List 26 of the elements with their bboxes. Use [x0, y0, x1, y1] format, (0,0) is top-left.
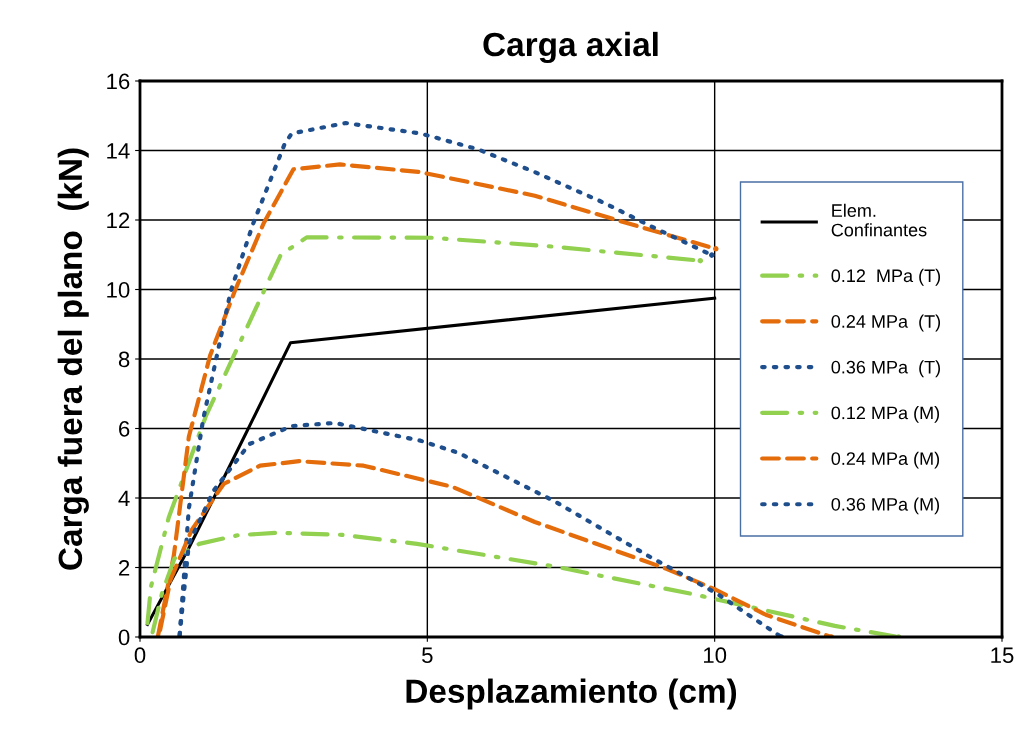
point [697, 257, 704, 264]
y-tick-label: 2 [119, 560, 130, 576]
y-tick-label: 4 [118, 490, 130, 507]
legend-label: Elem. Confinantes [831, 203, 927, 237]
y-axis-title: Carga fuera del plano (kN) [57, 148, 89, 570]
y-tick-label: 14 [107, 143, 130, 159]
legend-label: 0.24 MPa (T) [831, 314, 941, 332]
legend-label: 0.36 MPa (M) [831, 497, 940, 515]
y-tick-label: 6 [119, 421, 130, 437]
x-tick-label: 0 [134, 647, 146, 664]
x-tick-label: 15 [991, 647, 1014, 664]
legend-label: 0.12 MPa (M) [831, 406, 940, 423]
point [713, 246, 719, 252]
legend-label: 0.12 MPa (T) [831, 268, 941, 286]
y-tick-label: 12 [107, 212, 130, 229]
y-tick-label: 16 [107, 73, 130, 90]
y-tick-label: 0 [118, 629, 130, 646]
y-tick-label: 8 [118, 351, 130, 368]
chart-title: Carga axial [483, 31, 658, 64]
point [709, 252, 715, 258]
x-axis-title: Desplazamiento (cm) [406, 678, 737, 710]
legend-label: 0.36 MPa (T) [831, 360, 941, 378]
x-tick-label: 10 [704, 647, 727, 664]
x-tick-label: 5 [422, 647, 433, 664]
y-tick-label: 10 [107, 282, 130, 298]
legend-label: 0.24 MPa (M) [831, 451, 940, 469]
